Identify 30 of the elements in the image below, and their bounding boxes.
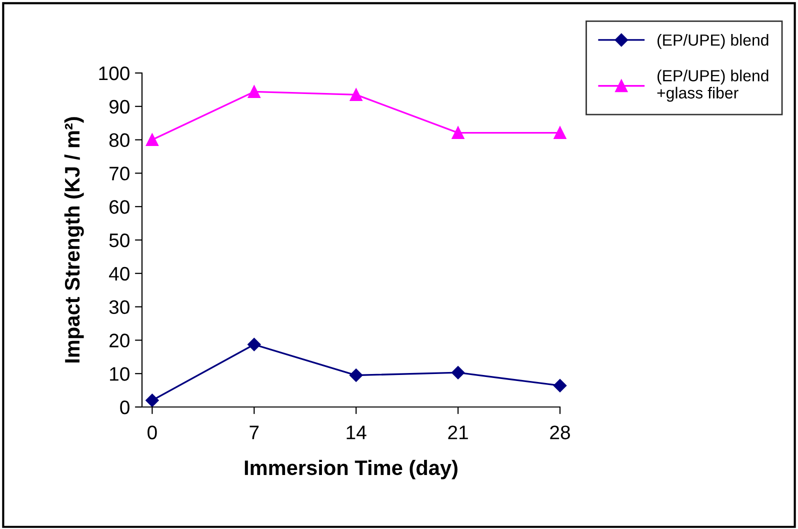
point — [350, 368, 363, 382]
y-tick-label: 100 — [99, 66, 130, 80]
point — [554, 126, 566, 140]
x-tick-label: 7 — [250, 426, 259, 440]
y-tick-label: 90 — [109, 100, 130, 114]
legend-label: (EP/UPE) blend +glass fiber — [657, 70, 768, 102]
legend-label: (EP/UPE) blend — [658, 34, 768, 49]
y-axis-title: Impact Strength (KJ / m²) — [64, 117, 84, 362]
y-tick-label: 10 — [110, 367, 130, 381]
point — [452, 126, 464, 140]
x-tick-label: 14 — [346, 426, 366, 440]
x-tick-label: 0 — [148, 426, 157, 440]
point — [248, 85, 260, 98]
y-tick-label: 80 — [109, 133, 130, 148]
y-tick-label: 70 — [110, 166, 130, 180]
x-tick-label: 28 — [550, 426, 570, 440]
y-tick-label: 50 — [109, 233, 130, 248]
point — [146, 394, 159, 407]
point — [451, 366, 465, 380]
x-axis-title: Immersion Time (day) — [244, 460, 458, 480]
y-tick-label: 40 — [109, 266, 130, 281]
y-tick-label: 20 — [110, 334, 130, 348]
point — [248, 338, 261, 352]
point — [553, 379, 567, 392]
y-tick-label: 60 — [110, 200, 130, 214]
x-tick-label: 21 — [448, 426, 468, 440]
point — [350, 88, 362, 101]
y-tick-label: 0 — [120, 400, 130, 414]
y-tick-label: 30 — [109, 300, 130, 314]
point — [146, 134, 158, 146]
